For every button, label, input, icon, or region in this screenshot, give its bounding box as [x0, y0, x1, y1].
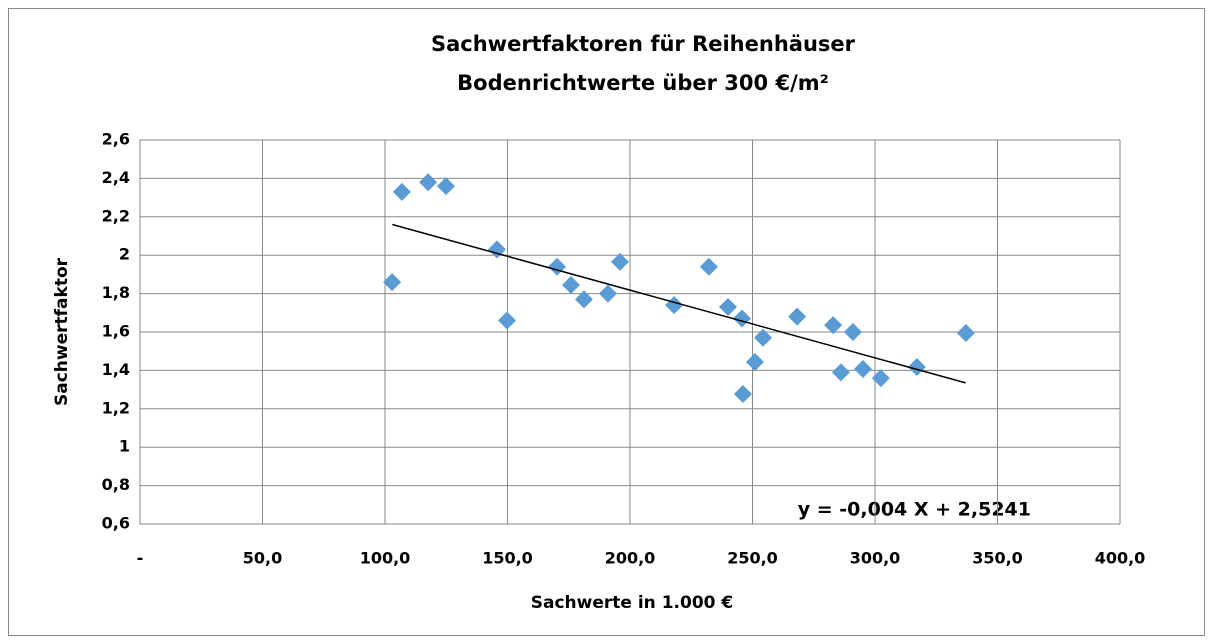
y-tick-label: 2,6 [102, 130, 130, 149]
data-point [610, 252, 629, 271]
y-tick-label: 1,8 [102, 283, 130, 302]
x-axis-title: Sachwerte in 1.000 € [531, 593, 733, 613]
y-tick-label: 1,6 [102, 322, 130, 341]
data-point [745, 352, 764, 371]
y-tick-label: 0,6 [102, 514, 130, 533]
x-tick-label: 200,0 [605, 549, 656, 568]
data-point [843, 323, 862, 341]
y-axis-title: Sachwertfaktor [52, 257, 72, 406]
trend-line [392, 223, 966, 384]
x-tick-label: 300,0 [850, 549, 901, 568]
data-point [383, 273, 402, 292]
x-tick-label: 350,0 [972, 549, 1023, 568]
data-point [719, 298, 737, 317]
data-point [907, 357, 926, 376]
data-point [853, 360, 872, 379]
data-point [754, 328, 773, 347]
data-point [574, 290, 593, 309]
x-tick-label: 150,0 [482, 549, 533, 568]
data-point [699, 257, 718, 276]
chart-frame [8, 8, 1205, 636]
chart-subtitle: Bodenrichtwerte über 300 €/m² [457, 71, 829, 95]
data-point [392, 182, 411, 201]
data-point [733, 385, 752, 404]
y-tick-label: 1,2 [102, 398, 130, 417]
y-tick-label: 1 [119, 437, 130, 456]
data-point [598, 284, 617, 303]
data-point [824, 316, 843, 335]
y-tick-label: 2 [119, 245, 130, 264]
x-tick-label: 50,0 [243, 549, 282, 568]
data-point [956, 323, 975, 342]
data-point [561, 275, 580, 294]
x-tick-label: - [137, 549, 144, 568]
data-point [831, 363, 850, 382]
x-tick-label: 400,0 [1095, 549, 1146, 568]
y-tick-label: 2,4 [102, 168, 130, 187]
x-tick-label: 250,0 [727, 549, 778, 568]
data-point [437, 177, 456, 196]
data-point [419, 173, 438, 192]
data-point [871, 369, 890, 388]
data-point [788, 307, 807, 326]
trend-equation: y = -0,004 X + 2,5241 [798, 499, 1031, 521]
y-tick-label: 1,4 [102, 360, 130, 379]
x-tick-label: 100,0 [360, 549, 411, 568]
chart-title: Sachwertfaktoren für Reihenhäuser [431, 32, 856, 56]
y-tick-label: 0,8 [102, 475, 130, 494]
data-point [498, 311, 517, 330]
y-tick-label: 2,2 [102, 206, 130, 225]
